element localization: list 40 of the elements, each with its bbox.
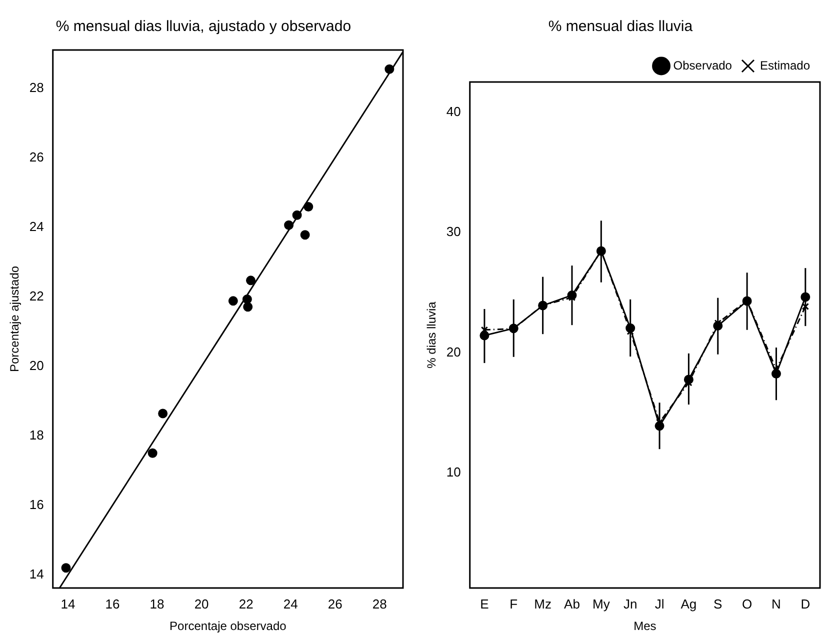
x-tick-label: D [800, 596, 810, 612]
chart-title: % mensual dias lluvia [548, 18, 694, 36]
x-axis-title: Mes [634, 619, 656, 634]
x-tick-label: Mz [534, 596, 552, 612]
y-axis-title: Porcentaje ajustado [8, 266, 22, 372]
x-tick-label: Ag [680, 596, 697, 612]
y-tick-label: 28 [29, 80, 44, 95]
x-tick-label: Ab [564, 596, 580, 612]
y-tick-label: 22 [29, 288, 44, 304]
y-tick-label: 26 [29, 149, 44, 164]
y-tick-label: 24 [29, 218, 44, 234]
chart-title: % mensual dias lluvia, ajustado y observado [56, 18, 352, 36]
x-tick-label: 18 [150, 596, 164, 612]
x-tick-label: My [592, 596, 610, 612]
x-tick-label: 22 [238, 596, 254, 612]
x-tick-label: Jl [654, 596, 664, 612]
x-tick-label: 16 [105, 596, 120, 612]
y-tick-label: 14 [29, 566, 44, 582]
y-axis-title: % dias lluvia [424, 301, 439, 368]
y-tick-label: 40 [446, 104, 461, 120]
y-tick-label: 20 [29, 358, 44, 373]
legend-label: Observado [673, 58, 732, 72]
y-tick-label: 18 [29, 427, 44, 442]
x-tick-label: O [742, 596, 752, 612]
x-tick-label: 24 [283, 596, 298, 612]
x-tick-label: E [480, 596, 490, 612]
x-tick-label: 20 [194, 596, 209, 612]
x-tick-label: 28 [372, 596, 387, 612]
y-tick-label: 16 [29, 496, 44, 512]
y-tick-label: 10 [446, 464, 461, 480]
y-tick-label: 30 [446, 224, 461, 240]
x-tick-label: F [510, 596, 518, 612]
x-tick-label: Jn [623, 596, 638, 612]
x-tick-label: 14 [60, 596, 76, 612]
x-axis-title: Porcentaje observado [170, 619, 287, 634]
legend-label: Estimado [760, 58, 810, 72]
y-tick-label: 20 [446, 344, 461, 360]
x-tick-label: 26 [328, 596, 342, 612]
x-tick-label: N [772, 596, 781, 612]
x-tick-label: S [714, 596, 723, 612]
